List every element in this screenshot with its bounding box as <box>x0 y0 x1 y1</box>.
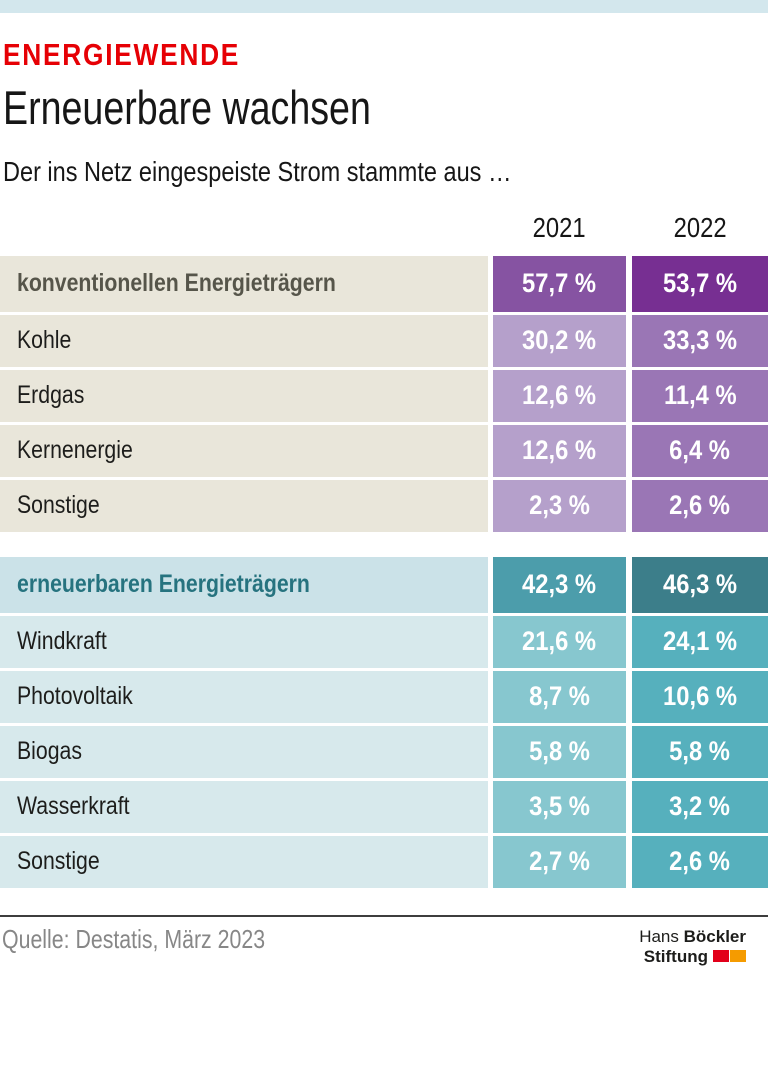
top-accent-bar <box>0 0 768 13</box>
row-label: Biogas <box>17 737 82 766</box>
table-row-kernenergie: Kernenergie 12,6 % 6,4 % <box>0 424 768 477</box>
logo-text-stiftung: Stiftung <box>643 946 708 966</box>
value-2022: 5,8 % <box>669 736 731 767</box>
value-2021: 2,7 % <box>529 846 590 877</box>
value-2021: 21,6 % <box>522 626 597 657</box>
row-label: erneuerbaren Energieträgern <box>17 570 310 599</box>
source-note: Quelle: Destatis, März 2023 <box>2 923 266 954</box>
row-label: Kernenergie <box>17 436 133 465</box>
value-2021: 8,7 % <box>529 681 590 712</box>
table-row-kohle: Kohle 30,2 % 33,3 % <box>0 314 768 367</box>
column-header-2022: 2022 <box>673 211 727 243</box>
row-label: Windkraft <box>17 627 107 656</box>
table-row-renewable-header: erneuerbaren Energieträgern 42,3 % 46,3 … <box>0 556 768 613</box>
hbs-logo: Hans Böckler Stiftung <box>639 927 768 967</box>
column-header-2021: 2021 <box>533 211 586 243</box>
value-2022: 33,3 % <box>663 325 737 356</box>
value-2022: 3,2 % <box>669 791 731 822</box>
value-2021: 3,5 % <box>529 791 590 822</box>
value-2022: 24,1 % <box>663 626 737 657</box>
table-row-sonstige-konventionell: Sonstige 2,3 % 2,6 % <box>0 479 768 532</box>
value-2022: 11,4 % <box>663 380 737 411</box>
table-row-sonstige-erneuerbar: Sonstige 2,7 % 2,6 % <box>0 835 768 888</box>
value-2022: 2,6 % <box>669 846 731 877</box>
table-row-conventional-header: konventionellen Energieträgern 57,7 % 53… <box>0 255 768 312</box>
table-row-erdgas: Erdgas 12,6 % 11,4 % <box>0 369 768 422</box>
footer-divider <box>0 914 768 917</box>
value-2021: 12,6 % <box>522 435 597 466</box>
value-2022: 2,6 % <box>669 490 731 521</box>
value-2021: 42,3 % <box>522 569 597 600</box>
row-label: Sonstige <box>17 491 100 520</box>
section-gap <box>0 535 768 557</box>
value-2022: 46,3 % <box>663 569 737 600</box>
value-2022: 53,7 % <box>663 268 737 299</box>
page-title: Erneuerbare wachsen <box>3 80 371 134</box>
value-2022: 6,4 % <box>669 435 731 466</box>
table-row-windkraft: Windkraft 21,6 % 24,1 % <box>0 615 768 668</box>
column-headers: 2021 2022 <box>0 212 768 244</box>
kicker: ENERGIEWENDE <box>3 37 241 72</box>
value-2022: 10,6 % <box>663 681 737 712</box>
row-label: Kohle <box>17 326 72 355</box>
page-subtitle: Der ins Netz eingespeiste Strom stammte … <box>3 155 512 187</box>
value-2021: 30,2 % <box>522 325 597 356</box>
row-label: konventionellen Energieträgern <box>17 269 336 298</box>
table-row-wasserkraft: Wasserkraft 3,5 % 3,2 % <box>0 780 768 833</box>
value-2021: 57,7 % <box>522 268 597 299</box>
row-label: Erdgas <box>17 381 85 410</box>
footer: Quelle: Destatis, März 2023 Hans Böckler… <box>0 925 768 967</box>
table-row-biogas: Biogas 5,8 % 5,8 % <box>0 725 768 778</box>
data-table: konventionellen Energieträgern 57,7 % 53… <box>0 255 768 888</box>
value-2021: 12,6 % <box>522 380 597 411</box>
row-label: Wasserkraft <box>17 792 130 821</box>
value-2021: 2,3 % <box>529 490 590 521</box>
value-2021: 5,8 % <box>529 736 590 767</box>
row-label: Sonstige <box>17 847 100 876</box>
row-label: Photovoltaik <box>17 682 133 711</box>
table-row-photovoltaik: Photovoltaik 8,7 % 10,6 % <box>0 670 768 723</box>
logo-text-hans: Hans <box>639 926 679 946</box>
header: ENERGIEWENDE Erneuerbare wachsen Der ins… <box>0 13 768 188</box>
logo-color-mark-icon <box>713 949 746 962</box>
logo-text-boeckler: Böckler <box>683 926 746 946</box>
